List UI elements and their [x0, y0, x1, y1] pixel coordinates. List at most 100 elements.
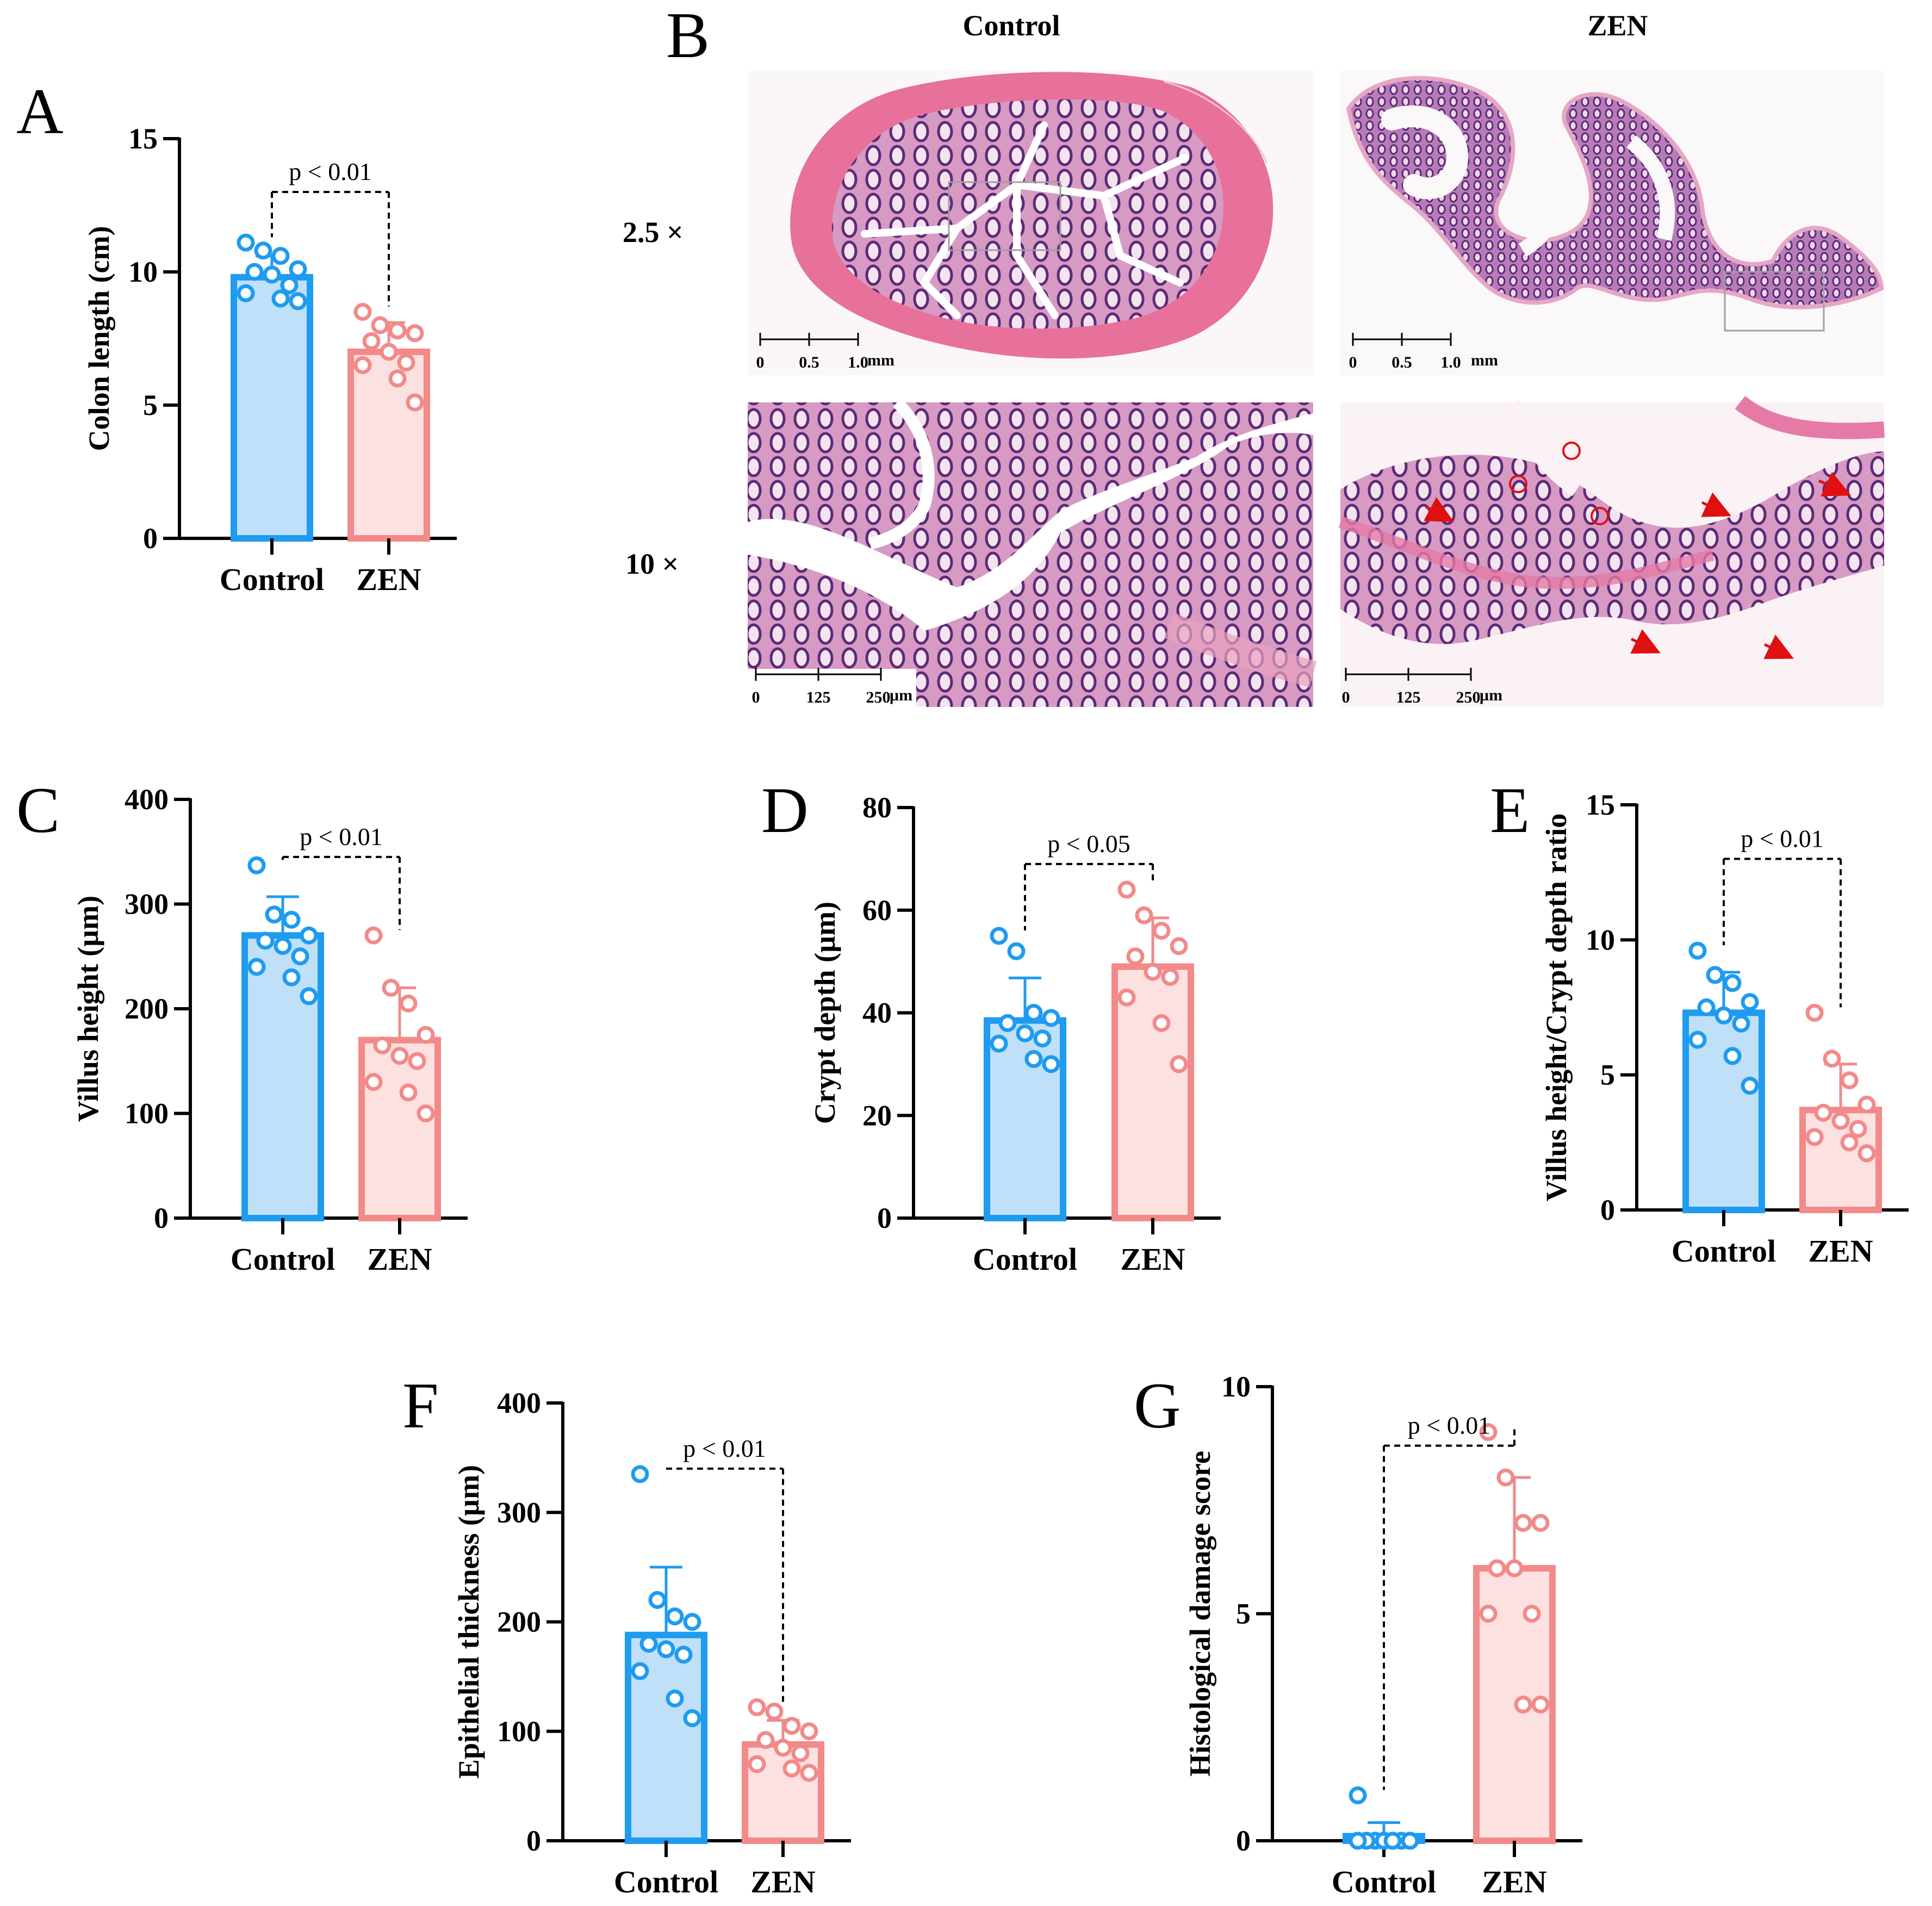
data-point-zen	[353, 356, 372, 374]
chart-panel-a: A 0 5 10 15 Colon length (cm) Control ZEN p < 0.…	[16, 75, 457, 597]
y-tick-label: 10	[1221, 1370, 1251, 1403]
data-point-zen	[1858, 1144, 1876, 1163]
panel-letter-b: B	[666, 0, 710, 71]
data-point-zen	[362, 332, 381, 350]
data-point-control	[666, 1607, 684, 1625]
y-tick-label: 20	[862, 1099, 892, 1132]
y-tick-label: 0	[1236, 1824, 1251, 1857]
data-point-control	[282, 910, 301, 929]
chart-panel-d: D 0 20 40 60 80 Crypt depth (µm) Control ZEN p < …	[761, 774, 1221, 1277]
data-point-control	[291, 947, 309, 966]
data-point-control	[254, 241, 272, 260]
data-point-control	[1033, 1029, 1052, 1048]
scale-tick: 125	[806, 688, 831, 706]
scale-tick: 125	[1396, 688, 1421, 706]
data-point-zen	[765, 1703, 784, 1721]
scale-unit: µm	[890, 686, 912, 704]
data-point-zen	[1144, 963, 1162, 981]
data-point-control	[1732, 1014, 1750, 1033]
scale-tick: 0.5	[1391, 353, 1412, 371]
y-tick-label: 5	[1236, 1598, 1251, 1630]
data-point-zen	[1152, 1014, 1171, 1032]
data-point-control	[1723, 974, 1742, 992]
data-point-control	[683, 1709, 701, 1728]
y-tick-label: 10	[128, 256, 158, 288]
category-label: Control	[614, 1864, 718, 1899]
data-point-control	[1741, 1077, 1759, 1095]
category-label: ZEN	[750, 1864, 815, 1899]
category-label: Control	[973, 1241, 1077, 1277]
data-point-zen	[371, 316, 389, 334]
data-point-control	[245, 263, 264, 281]
panel-letter-g: G	[1134, 1369, 1181, 1442]
data-point-zen	[748, 1698, 766, 1716]
y-tick-label: 60	[862, 894, 892, 927]
data-point-zen	[800, 1722, 818, 1741]
y-tick-label: 0	[1600, 1194, 1615, 1226]
y-tick-label: 0	[526, 1824, 541, 1857]
scale-tick: 0	[756, 353, 765, 371]
panel-b-histology: B Control ZEN 2.5 × 10 ×	[623, 0, 1885, 707]
data-point-zen	[1161, 967, 1179, 986]
data-point-zen	[382, 979, 400, 997]
data-point-control	[256, 932, 275, 950]
data-point-control	[1688, 1030, 1707, 1049]
y-tick-label: 400	[125, 783, 169, 816]
y-tick-label: 400	[497, 1387, 541, 1419]
data-point-zen	[417, 1026, 435, 1044]
data-point-control	[1024, 1004, 1043, 1022]
y-tick-label: 100	[497, 1715, 541, 1748]
data-point-zen	[1840, 1133, 1859, 1152]
panel-letter-c: C	[16, 774, 60, 846]
y-tick-label: 0	[154, 1202, 169, 1234]
data-point-control	[639, 1635, 658, 1653]
panel-letter-d: D	[761, 774, 809, 846]
data-point-zen	[406, 324, 424, 343]
data-point-control	[1706, 966, 1724, 984]
data-point-zen	[397, 353, 415, 372]
data-point-zen	[1117, 880, 1136, 899]
panel-letter-e: E	[1490, 774, 1530, 846]
data-point-control	[280, 276, 299, 294]
scale-unit: mm	[867, 351, 894, 369]
data-point-zen	[1823, 1050, 1841, 1068]
p-value-label: p < 0.01	[683, 1435, 766, 1462]
scale-unit: mm	[1471, 351, 1498, 369]
data-point-control	[1383, 1832, 1402, 1850]
category-label: Control	[1332, 1864, 1436, 1899]
data-point-zen	[1805, 1003, 1824, 1022]
bar-control	[984, 1017, 1066, 1221]
data-point-zen	[1531, 1514, 1550, 1532]
category-label: ZEN	[1808, 1233, 1873, 1269]
micrograph-control-high	[748, 398, 1317, 707]
panel-letter-f: F	[402, 1369, 439, 1442]
scale-tick: 250	[866, 688, 891, 706]
data-point-control	[1741, 993, 1759, 1011]
data-point-zen	[399, 994, 418, 1013]
data-point-control	[1042, 1055, 1060, 1073]
data-point-control	[1349, 1786, 1367, 1804]
data-point-zen	[399, 1083, 418, 1102]
data-point-control	[274, 937, 292, 955]
data-point-zen	[388, 369, 407, 388]
scale-tick: 0	[1349, 353, 1357, 371]
data-point-zen	[1523, 1605, 1541, 1623]
data-point-control	[300, 987, 318, 1005]
y-tick-label: 5	[143, 389, 158, 421]
data-point-zen	[756, 1731, 775, 1749]
data-point-zen	[380, 343, 398, 361]
bar-control	[231, 274, 313, 542]
data-point-zen	[1135, 906, 1153, 924]
bar-zen	[1111, 963, 1194, 1221]
scale-bar-zen-low: 0 0.5 1.0 mm	[1349, 333, 1498, 371]
panel-letter-a: A	[16, 75, 64, 147]
y-tick-label: 300	[125, 888, 169, 921]
scale-tick: 1.0	[848, 353, 868, 371]
data-point-control	[683, 1613, 701, 1631]
data-point-control	[631, 1465, 649, 1483]
data-point-zen	[782, 1759, 801, 1778]
data-point-control	[300, 926, 318, 945]
data-point-control	[271, 247, 290, 265]
data-point-zen	[1531, 1696, 1550, 1713]
y-axis-label: Colon length (cm)	[83, 226, 115, 451]
